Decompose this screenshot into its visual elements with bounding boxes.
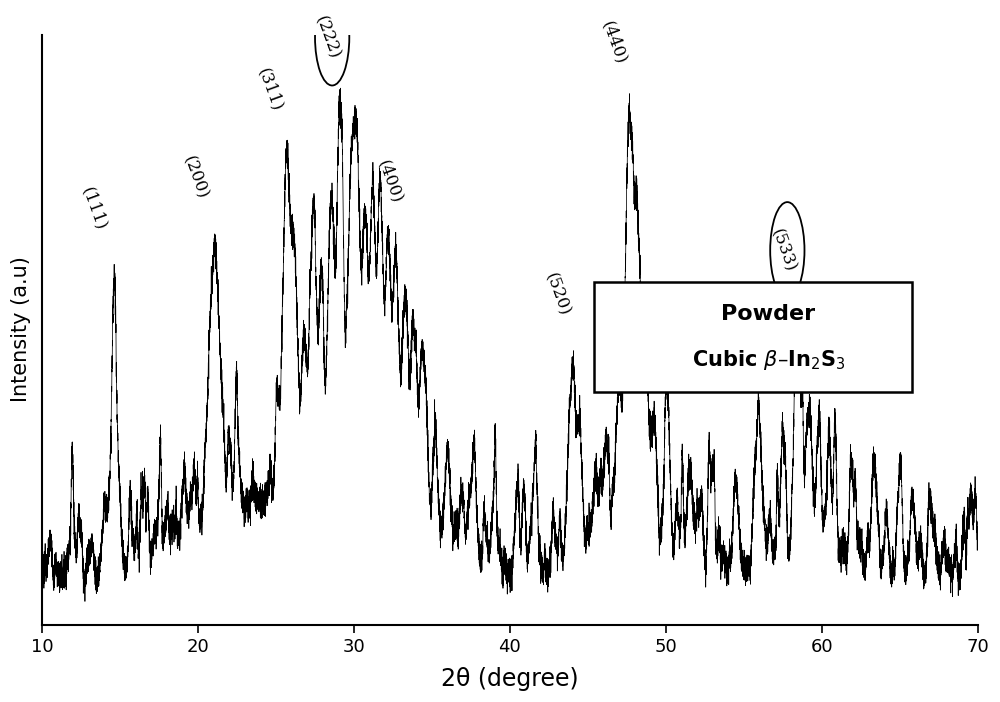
- Text: Cubic $\beta$–In$_2$S$_3$: Cubic $\beta$–In$_2$S$_3$: [692, 347, 845, 371]
- FancyBboxPatch shape: [594, 282, 912, 392]
- Y-axis label: Intensity (a.u): Intensity (a.u): [11, 257, 31, 402]
- Text: (440): (440): [599, 19, 630, 67]
- Text: (222): (222): [312, 13, 343, 61]
- Text: (533): (533): [767, 227, 798, 274]
- Text: (520): (520): [541, 271, 572, 319]
- Text: (200): (200): [179, 154, 211, 201]
- Text: (400): (400): [374, 157, 406, 206]
- Text: (311): (311): [254, 65, 285, 113]
- Text: Powder: Powder: [721, 304, 816, 324]
- X-axis label: 2θ (degree): 2θ (degree): [441, 667, 579, 691]
- Text: (111): (111): [78, 184, 109, 232]
